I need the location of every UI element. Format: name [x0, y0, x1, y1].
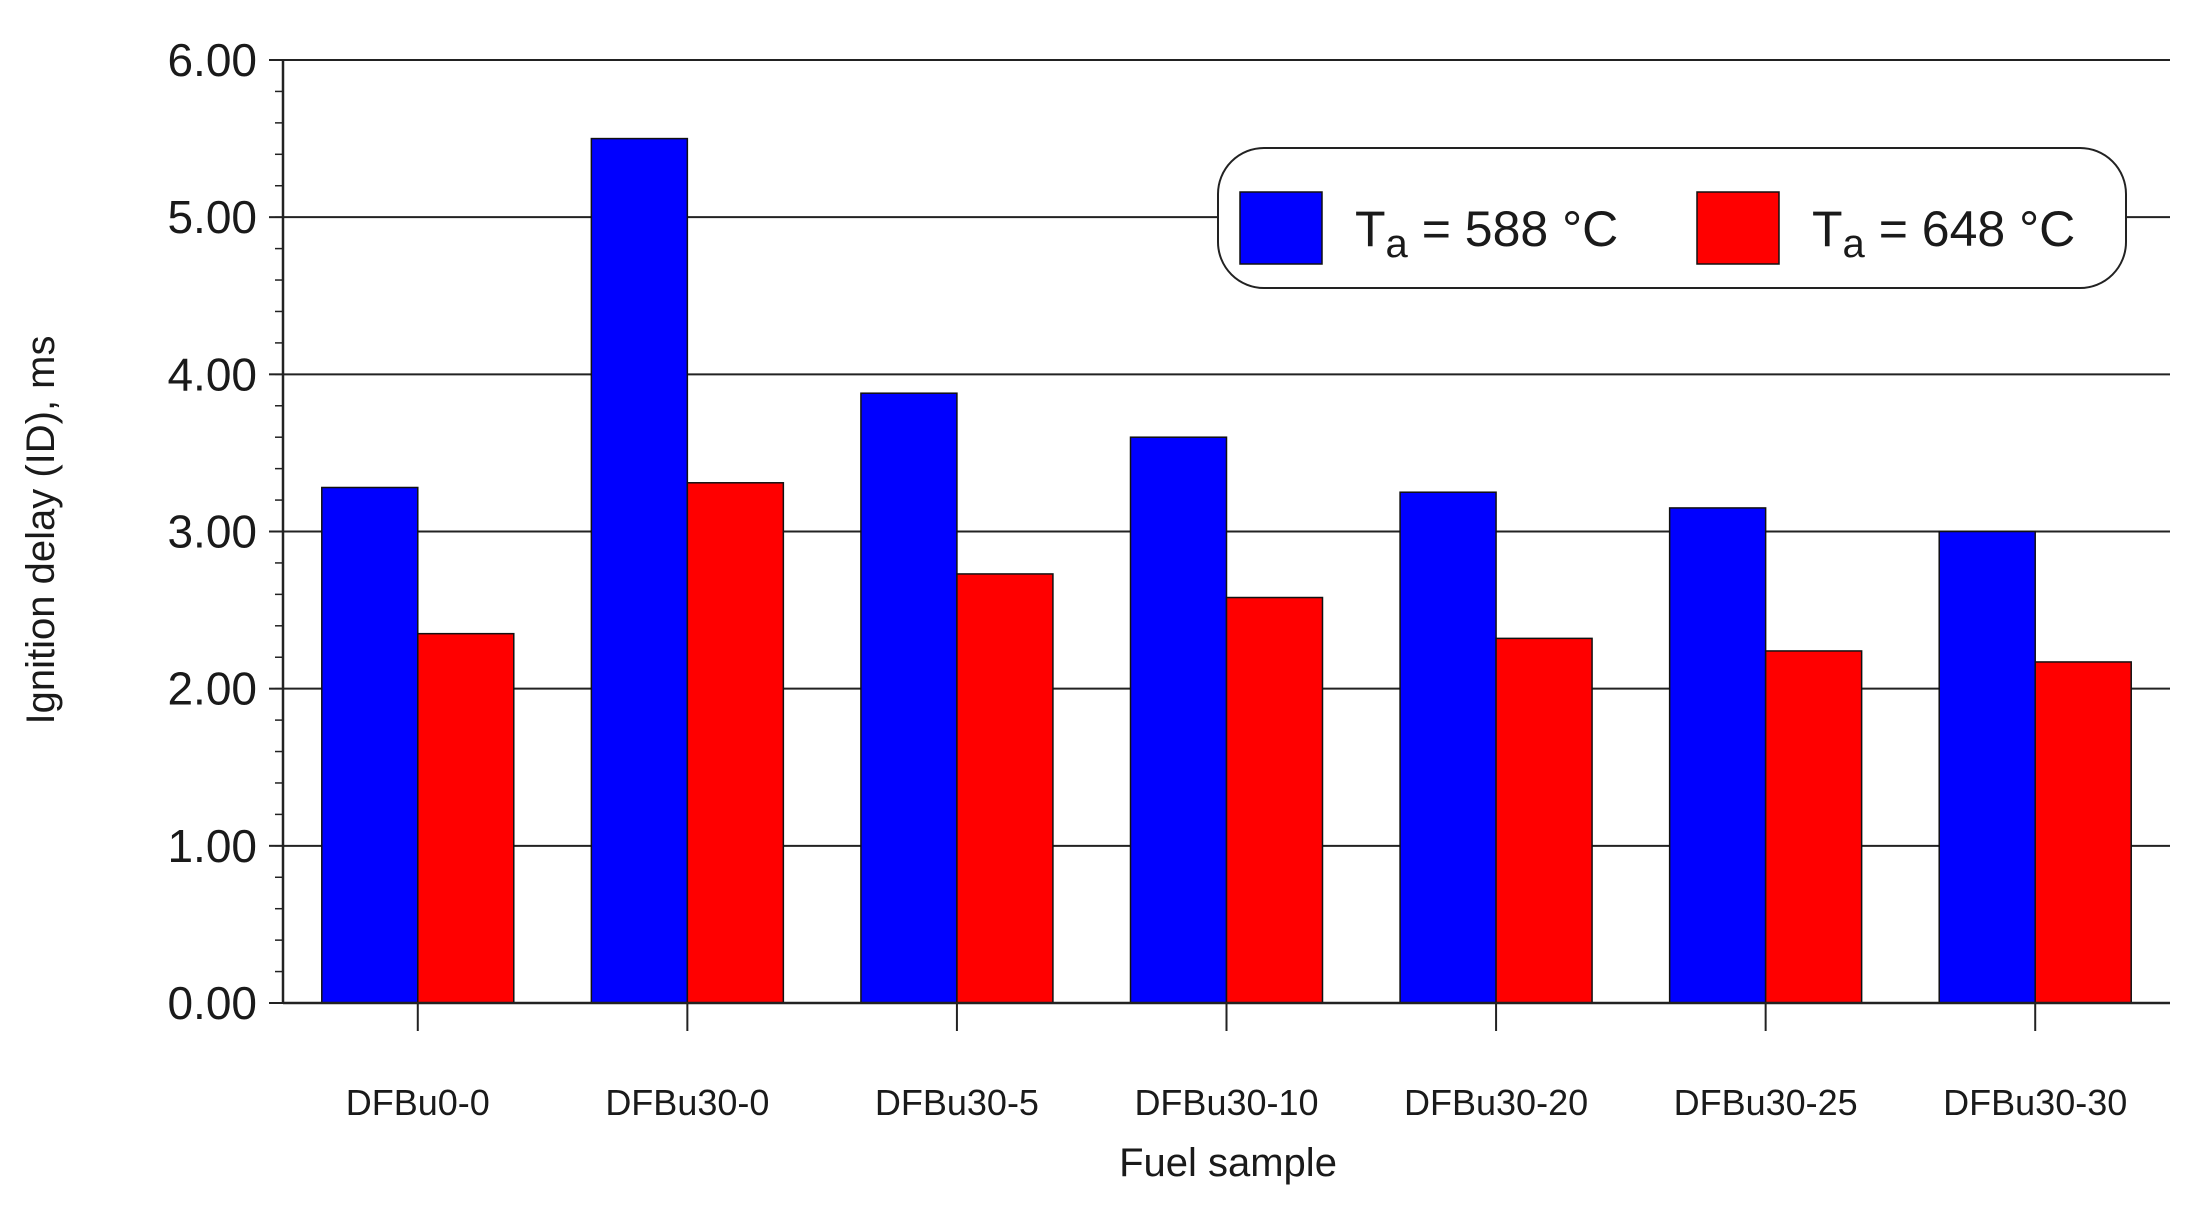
bar-series1-DFBu30-25	[1668, 507, 1767, 1004]
bars-layer	[321, 137, 2132, 1004]
bar-series1-DFBu0-0	[321, 486, 419, 1004]
x-axis-title: Fuel sample	[1119, 1141, 1337, 1185]
axes-layer: 0.00 1.00 2.00 3.00 4.00 5.00 6.00 DFBu0-0 DFBu3…	[167, 34, 2170, 1123]
bar-series1-DFBu30-20	[1399, 491, 1497, 1004]
bar-series2-DFBu30-30	[2034, 661, 2132, 1004]
y-tick-label: 0.00	[167, 977, 257, 1029]
x-tick-label: DFBu30-0	[605, 1082, 769, 1123]
bar-series2-DFBu0-0	[417, 632, 515, 1004]
legend-swatch	[1239, 191, 1323, 265]
bar-series2-DFBu30-10	[1225, 596, 1324, 1004]
legend-label: Ta = 588 °C	[1355, 201, 1618, 266]
bar-series1-DFBu30-0	[590, 137, 689, 1004]
bar-series1-DFBu30-5	[860, 392, 958, 1004]
x-tick-label: DFBu0-0	[346, 1082, 490, 1123]
bar-series1-DFBu30-10	[1129, 436, 1228, 1004]
bar-series2-DFBu30-20	[1495, 637, 1593, 1004]
bar-series1-DFBu30-30	[1938, 530, 2036, 1004]
y-tick-label: 2.00	[167, 663, 257, 715]
x-tick-label: DFBu30-25	[1674, 1082, 1858, 1123]
y-tick-label: 1.00	[167, 820, 257, 872]
bar-series2-DFBu30-0	[686, 482, 785, 1004]
y-axis-title: Ignition delay (ID), ms	[19, 335, 63, 724]
y-tick-label: 4.00	[167, 348, 257, 400]
x-tick-label: DFBu30-10	[1134, 1082, 1318, 1123]
legend: Ta = 588 °C Ta = 648 °C	[1217, 147, 2127, 289]
bar-series2-DFBu30-25	[1764, 650, 1863, 1004]
bar-series2-DFBu30-5	[956, 573, 1054, 1004]
y-tick-label: 6.00	[167, 34, 257, 86]
y-tick-label: 3.00	[167, 506, 257, 558]
y-tick-label: 5.00	[167, 191, 257, 243]
x-tick-label: DFBu30-20	[1404, 1082, 1588, 1123]
legend-swatch	[1696, 191, 1780, 265]
legend-box	[1217, 147, 2127, 289]
legend-label: Ta = 648 °C	[1812, 201, 2075, 266]
x-tick-label: DFBu30-30	[1943, 1082, 2127, 1123]
x-tick-label: DFBu30-5	[875, 1082, 1039, 1123]
